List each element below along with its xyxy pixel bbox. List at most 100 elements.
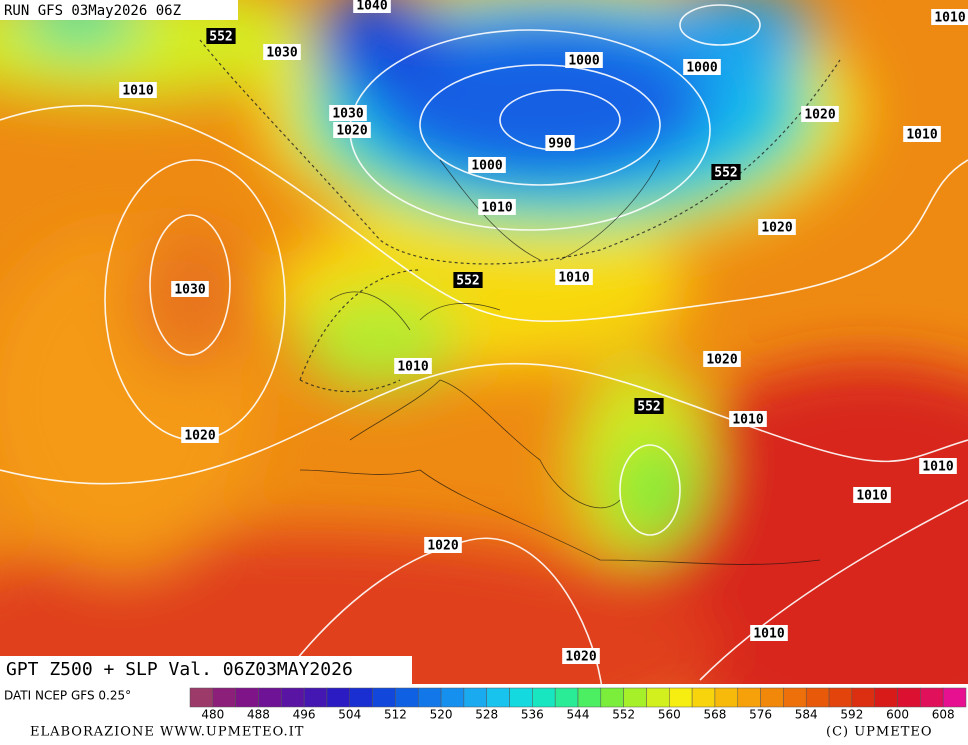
slp-label: 1010 <box>856 489 887 504</box>
colorbar-swatch <box>258 687 282 708</box>
slp-label-box <box>565 52 603 68</box>
gpt-label-box <box>453 272 483 288</box>
slp-label-box <box>729 411 767 427</box>
slp-label-box <box>329 105 367 121</box>
gpt-label-box <box>206 28 236 44</box>
slp-label: 1010 <box>922 460 953 475</box>
colorbar-swatch <box>554 687 579 708</box>
colorbar-swatch <box>874 687 898 708</box>
slp-label: 1010 <box>122 84 153 99</box>
slp-label: 990 <box>548 137 572 152</box>
header-title: RUN GFS 03May2026 06Z <box>4 3 181 19</box>
colorbar-swatch <box>714 687 739 708</box>
colorbar-swatch <box>783 687 807 708</box>
slp-label: 1020 <box>761 221 792 236</box>
slp-label: 1020 <box>565 650 596 665</box>
colorbar-label: 568 <box>703 708 726 722</box>
colorbar-label: 496 <box>293 708 316 722</box>
slp-label-box <box>853 487 891 503</box>
colorbar-swatch <box>417 687 442 708</box>
colorbar-swatch <box>669 687 693 708</box>
colorbar-swatch <box>189 687 214 708</box>
colorbar-swatch <box>532 687 556 708</box>
colorbar-swatch <box>372 687 396 708</box>
colorbar-swatch <box>646 687 670 708</box>
colorbar-swatch <box>463 687 487 708</box>
credit: ELABORAZIONE WWW.UPMETEO.IT <box>30 725 304 740</box>
slp-label-box <box>424 537 462 553</box>
slp-label-box <box>555 269 593 285</box>
footer-title: GPT Z500 + SLP Val. 06Z03MAY2026 <box>6 659 353 680</box>
colorbar-label: 608 <box>932 708 955 722</box>
colorbar-label: 504 <box>338 708 361 722</box>
gpt-label: 552 <box>637 400 660 415</box>
header-box <box>0 0 238 20</box>
colorbar-swatch <box>737 687 761 708</box>
slp-label-box <box>263 44 301 60</box>
slp-label: 1030 <box>332 107 363 122</box>
slp-label-box <box>801 106 839 122</box>
colorbar-label: 520 <box>430 708 453 722</box>
colorbar-swatch <box>897 687 921 708</box>
gpt-label: 552 <box>714 166 737 181</box>
slp-label: 1010 <box>753 627 784 642</box>
colorbar-label: 488 <box>247 708 270 722</box>
slp-label: 1030 <box>266 46 297 61</box>
colorbar-label: 480 <box>201 708 224 722</box>
colorbar-swatch <box>281 687 305 708</box>
slp-label: 1010 <box>558 271 589 286</box>
colorbar-swatch <box>828 687 853 708</box>
slp-label-box <box>703 351 741 367</box>
gpt-label: 552 <box>209 30 232 45</box>
colorbar-label: 552 <box>612 708 635 722</box>
colorbar-swatch <box>326 687 351 708</box>
slp-label: 1040 <box>356 0 387 14</box>
slp-label-box <box>119 82 157 98</box>
slp-label-box <box>683 59 721 75</box>
colorbar-swatch <box>235 687 259 708</box>
slp-label: 1020 <box>184 429 215 444</box>
slp-label-box <box>931 9 968 25</box>
slp-label: 1030 <box>174 283 205 298</box>
slp-label-box <box>562 648 600 664</box>
slp-label: 1010 <box>481 201 512 216</box>
colorbar-swatch <box>349 687 373 708</box>
colorbar-swatch <box>623 687 647 708</box>
gpt-label: 552 <box>456 274 479 289</box>
colorbar-swatch <box>851 687 875 708</box>
colorbar-label: 536 <box>521 708 544 722</box>
slp-label: 1020 <box>706 353 737 368</box>
slp-label-box <box>468 157 506 173</box>
footer-title-box <box>0 656 412 684</box>
source: DATI NCEP GFS 0.25° <box>4 689 131 703</box>
colorbar-label: 576 <box>749 708 772 722</box>
slp-label-box <box>545 135 575 151</box>
colorbar-label: 512 <box>384 708 407 722</box>
colorbar-label: 584 <box>795 708 818 722</box>
colorbar-swatch <box>600 687 624 708</box>
colorbar-swatch <box>691 687 716 708</box>
slp-label: 1000 <box>686 61 717 76</box>
colorbar-swatch <box>212 687 236 708</box>
slp-label-box <box>919 458 957 474</box>
slp-label: 1020 <box>427 539 458 554</box>
colorbar-swatch <box>303 687 328 708</box>
colorbar-label: 528 <box>475 708 498 722</box>
colorbar-swatch <box>920 687 944 708</box>
contour-labels: 1040 552 1030 1010 1030 1020 1000 1000 1010 990 10… <box>119 0 968 665</box>
colorbar-label: 592 <box>840 708 863 722</box>
colorbar-swatch <box>805 687 830 708</box>
slp-label: 1010 <box>732 413 763 428</box>
slp-label-box <box>478 199 516 215</box>
gpt-label-box <box>711 164 741 180</box>
slp-label-box <box>394 358 432 374</box>
gpt-label-box <box>634 398 664 414</box>
slp-label-box <box>903 126 941 142</box>
copyright: (C) UPMETEO <box>826 725 933 740</box>
colorbar: 480 488 496 504 512 520 528 536 544 552 560 568 576 5… <box>189 687 967 722</box>
slp-label: 1020 <box>804 108 835 123</box>
slp-label: 1010 <box>906 128 937 143</box>
colorbar-swatch <box>942 687 967 708</box>
